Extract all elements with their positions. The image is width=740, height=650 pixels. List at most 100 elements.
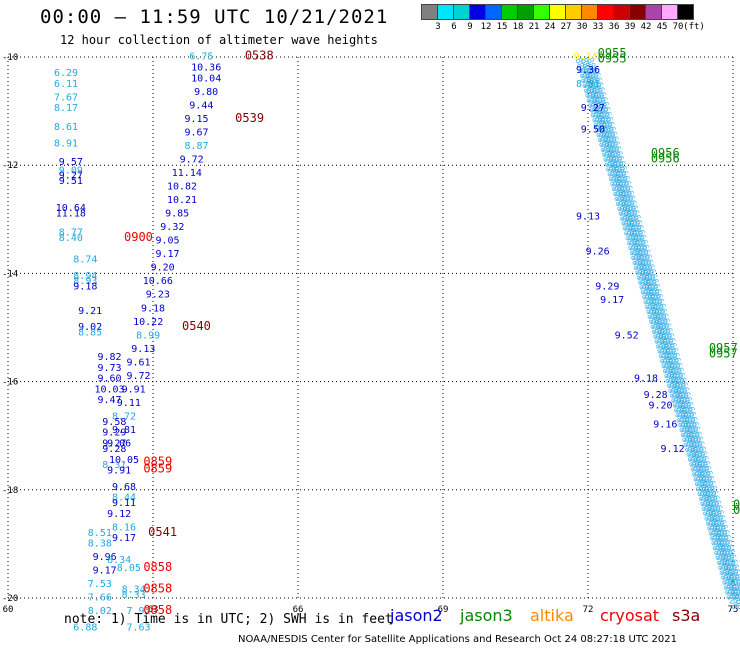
wave-height-label: 9.47 xyxy=(97,395,121,406)
wave-height-label: 8.87 xyxy=(184,141,208,152)
wave-height-label: 7.63 xyxy=(126,622,150,633)
scale-label: 42 xyxy=(640,22,652,32)
scale-label: 45 xyxy=(656,22,668,32)
pass-time-label: 0859 xyxy=(143,454,172,468)
wave-height-label: 8.74 xyxy=(73,255,97,266)
legend-cryosat: cryosat xyxy=(600,606,660,625)
wave-height-label: 9.29 xyxy=(595,282,619,293)
wave-height-label: 8.17 xyxy=(54,103,78,114)
wave-height-label: 9.15 xyxy=(184,114,208,125)
color-scale-labels: 3 6 9 12 15 18 21 24 27 30 33 36 39 42 45 70 (ft) xyxy=(422,22,740,34)
note-text: note: 1) Time is in UTC; 2) SWH is in fe… xyxy=(64,612,393,627)
y-tick-label: -20 xyxy=(2,594,18,604)
wave-height-label: 9.61 xyxy=(126,357,150,368)
wave-height-label: 9.27 xyxy=(102,439,126,450)
pass-time-label: 0539 xyxy=(235,111,264,125)
y-tick-label: -16 xyxy=(2,378,18,388)
wave-height-label: 10.22 xyxy=(133,317,163,328)
wave-height-label: 8.33 xyxy=(122,590,146,601)
pass-time-label: 0858 xyxy=(143,603,172,617)
wave-height-label: 9.81 xyxy=(112,425,136,436)
wave-height-label: 10.66 xyxy=(143,276,173,287)
wave-height-label: 9.96 xyxy=(93,552,117,563)
wave-height-label: 8.51 xyxy=(88,528,112,539)
y-tick-label: -12 xyxy=(2,161,18,171)
credit-line: NOAA/NESDIS Center for Satellite Applica… xyxy=(238,634,677,645)
scale-label: 33 xyxy=(592,22,604,32)
scale-label: 36 xyxy=(608,22,620,32)
scale-label: 12 xyxy=(480,22,492,32)
wave-height-label: 8.16 xyxy=(112,522,136,533)
wave-height-label: 9.28 xyxy=(102,444,126,455)
wave-height-label: 9.20 xyxy=(151,263,175,274)
track-mark: 8.6 xyxy=(735,593,740,612)
wave-height-label: 9.29 xyxy=(102,428,126,439)
scale-label: (ft) xyxy=(683,22,705,32)
wave-height-label: 8.44 xyxy=(112,493,136,504)
wave-height-label: 9.20 xyxy=(648,401,672,412)
track-mark: 8.6 xyxy=(729,573,740,592)
wave-height-label: 9.68 xyxy=(112,482,136,493)
wave-height-label: 9.73 xyxy=(97,363,121,374)
wave-height-label: 9.09 xyxy=(59,165,83,176)
wave-height-label: 9.11 xyxy=(112,498,136,509)
wave-height-label: 9.51 xyxy=(59,176,83,187)
scale-label: 21 xyxy=(528,22,540,32)
wave-height-label: 9.72 xyxy=(180,154,204,165)
wave-height-label: 10.04 xyxy=(191,73,221,84)
wave-height-label: 11.14 xyxy=(172,168,202,179)
wave-height-label: 9.27 xyxy=(581,103,605,114)
wave-height-label: 9.02 xyxy=(78,322,102,333)
scale-label: 18 xyxy=(512,22,524,32)
wave-height-label: 9.18 xyxy=(141,303,165,314)
wave-height-label: 10.36 xyxy=(191,63,221,74)
legend-jason2: jason2 xyxy=(390,606,443,625)
pass-time-label: 0900 xyxy=(124,230,153,244)
wave-height-label: 9.18 xyxy=(634,374,658,385)
scale-label: 27 xyxy=(560,22,572,32)
wave-height-label: 9.57 xyxy=(59,157,83,168)
pass-time-label: 0956 xyxy=(651,146,680,160)
wave-height-label: 10.64 xyxy=(56,203,86,214)
wave-height-label: 8.81 xyxy=(576,79,600,90)
wave-height-label: 7.92 xyxy=(126,606,150,617)
wave-height-label: 9.17 xyxy=(155,249,179,260)
track-mark: 8.6 xyxy=(731,578,740,597)
wave-height-label: 9.91 xyxy=(122,384,146,395)
wave-height-label: 9.36 xyxy=(576,65,600,76)
wave-height-label: 8.91 xyxy=(54,138,78,149)
wave-height-label: 9.32 xyxy=(160,222,184,233)
eastern-ground-track: 8.68.68.68.68.68.68.68.68.68.68.68.68.68… xyxy=(572,56,740,611)
wave-height-label: 9.50 xyxy=(581,125,605,136)
wave-height-label: 7.67 xyxy=(54,92,78,103)
wave-height-label: 9.14 xyxy=(574,52,598,63)
map-subtitle: 12 hour collection of altimeter wave hei… xyxy=(60,33,378,47)
wave-height-label: 6.11 xyxy=(54,79,78,90)
pass-time-label: 0955 xyxy=(598,46,627,60)
wave-height-label: 8.99 xyxy=(136,330,160,341)
wave-height-label: 8.85 xyxy=(78,328,102,339)
color-scale xyxy=(421,4,694,20)
x-tick-label: 72 xyxy=(583,605,594,615)
wave-height-label: 9.52 xyxy=(615,330,639,341)
pass-time-label: 095 xyxy=(733,498,740,512)
pass-time-label: 0541 xyxy=(148,525,177,539)
wave-height-label: 8.31 xyxy=(102,460,126,471)
wave-height-label: 9.80 xyxy=(194,87,218,98)
map-title: 00:00 – 11:59 UTC 10/21/2021 xyxy=(40,6,389,28)
wave-height-label: 9.58 xyxy=(102,417,126,428)
scale-label: 9 xyxy=(467,22,473,32)
track-mark: 8.6 xyxy=(729,593,740,612)
wave-height-label: 7.53 xyxy=(88,579,112,590)
wave-height-label: 9.13 xyxy=(131,344,155,355)
wave-height-label: 10.82 xyxy=(167,182,197,193)
wave-height-label: 10.05 xyxy=(109,455,139,466)
pass-time-label: 095 xyxy=(733,503,740,517)
pass-time-label: 0859 xyxy=(143,461,172,475)
wave-height-label: 9.23 xyxy=(146,290,170,301)
wave-height-label: 9.12 xyxy=(661,444,685,455)
x-tick-label: 69 xyxy=(438,605,449,615)
wave-height-label: 9.91 xyxy=(107,466,131,477)
wave-height-label: 9.12 xyxy=(107,509,131,520)
